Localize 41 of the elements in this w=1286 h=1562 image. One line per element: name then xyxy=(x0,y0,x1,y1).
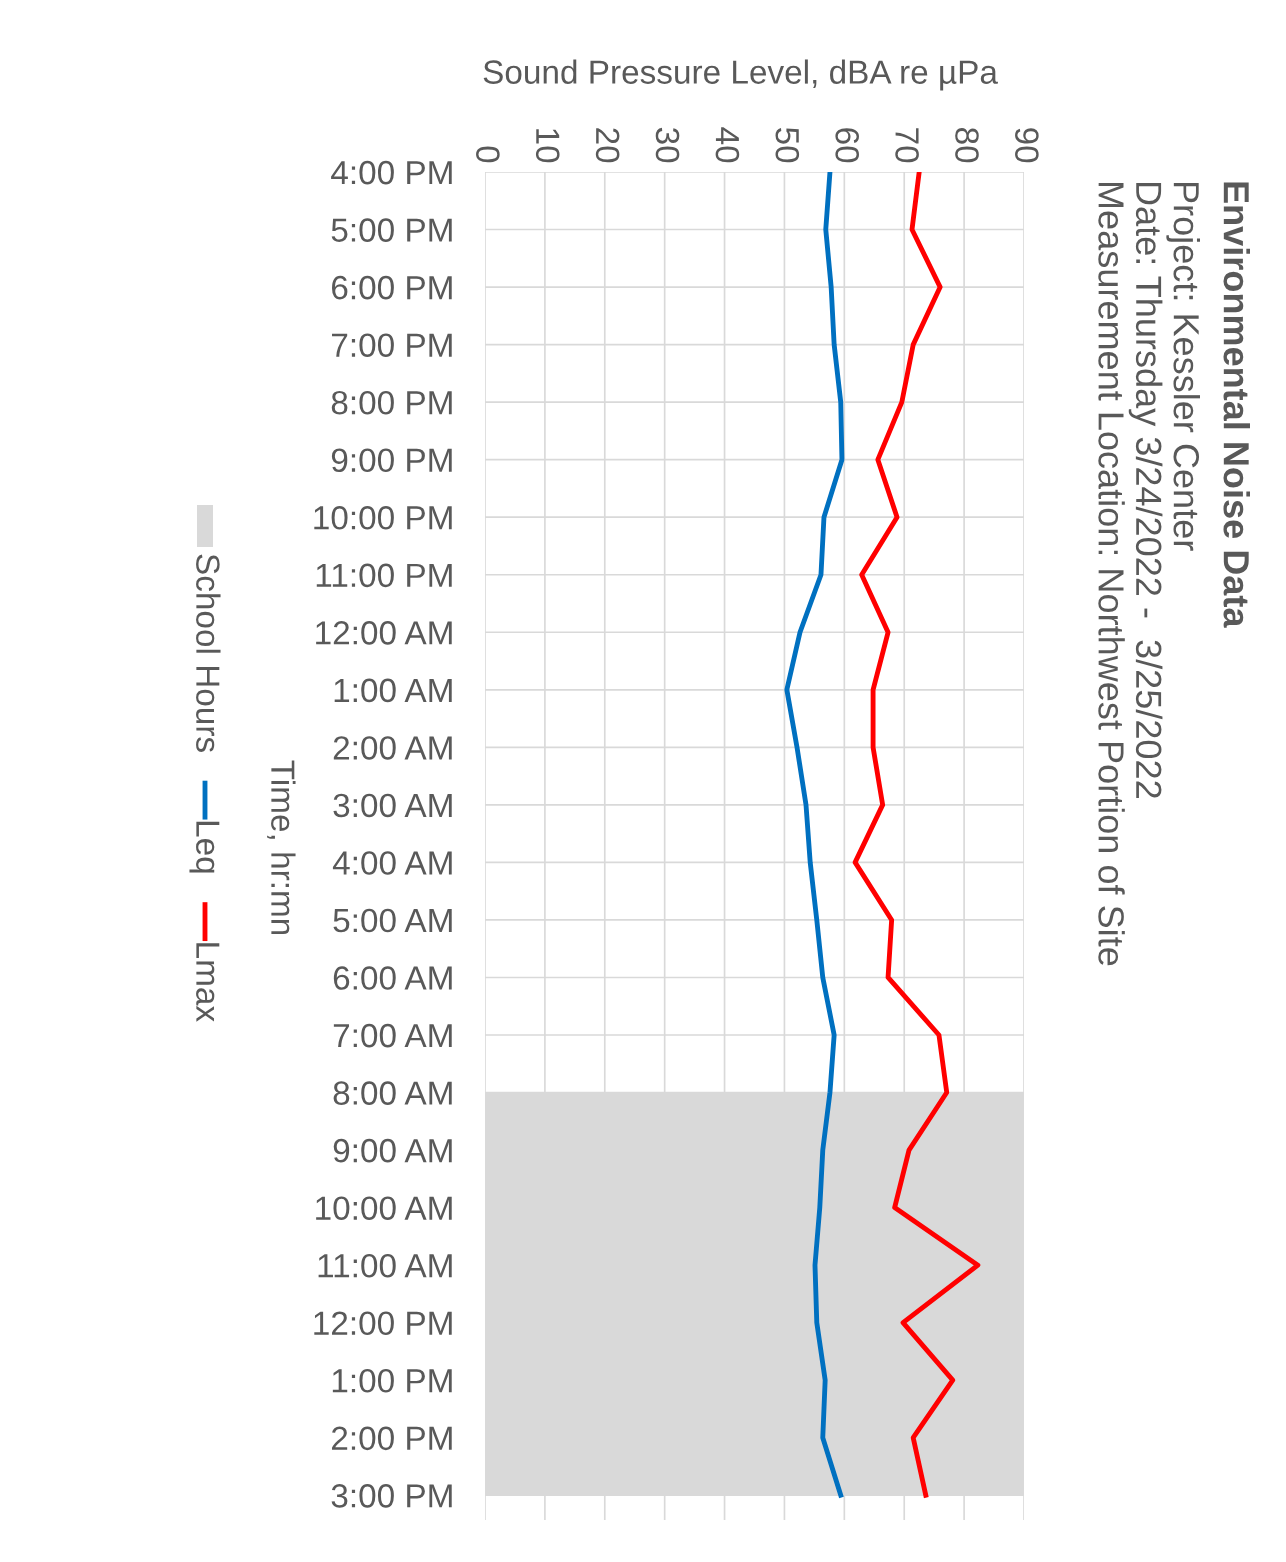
x-tick-label: 10 xyxy=(535,129,560,163)
x-tick-label: 90 xyxy=(1015,128,1039,163)
y-tick-label: 11:00 PM xyxy=(316,563,452,588)
text: Project: Kessler Center Date: Thursday 3/24/2022 - 3/25/2022 Measurement Location: Northwest Portion of Site xyxy=(1098,182,1200,966)
x-tick-label: 0 xyxy=(476,146,500,163)
text: Environmental Noise Data xyxy=(1223,182,1250,628)
y-tick-label: 6:00 AM xyxy=(333,966,452,990)
y-tick-label: 2:00 PM xyxy=(331,1426,452,1451)
x-tick-label: 60 xyxy=(835,128,859,163)
x-tick-label: 40 xyxy=(715,127,740,163)
y-axis-title: Time, hr:mn xyxy=(267,760,296,935)
y-tick-label: 12:00 PM xyxy=(314,1311,452,1336)
y-tick-label: 9:00 PM xyxy=(331,448,452,473)
y-tick-label: 2:00 AM xyxy=(333,736,452,760)
x-tick-label: 30 xyxy=(655,127,680,163)
y-tick-label: 1:00 AM xyxy=(334,678,452,703)
y-tick-label: 8:00 AM xyxy=(333,1081,452,1105)
y-tick-label: 5:00 PM xyxy=(331,218,452,242)
y-tick-label: 6:00 PM xyxy=(332,275,452,300)
x-tick-label: 20 xyxy=(595,128,620,163)
legend-label: Lmax xyxy=(196,943,220,1022)
x-tick-label: 70 xyxy=(895,128,919,163)
y-tick-label: 10:00 PM xyxy=(314,506,452,530)
x-tick-label: 80 xyxy=(955,128,979,163)
y-tick-label: 5:00 AM xyxy=(333,908,452,933)
y-tick-label: 3:00 AM xyxy=(333,793,452,818)
x-tick-label: 50 xyxy=(775,127,800,163)
y-tick-label: 4:00 PM xyxy=(331,160,452,185)
y-tick-label: 1:00 PM xyxy=(332,1369,452,1393)
y-tick-label: 4:00 AM xyxy=(332,851,452,875)
x-axis-title: Sound Pressure Level, dBA re µPa xyxy=(483,59,998,91)
y-tick-label: 9:00 AM xyxy=(333,1138,452,1163)
y-tick-label: 8:00 PM xyxy=(331,390,452,415)
legend-label: Leq xyxy=(189,821,220,873)
y-tick-label: 7:00 AM xyxy=(333,1023,452,1048)
y-tick-label: 7:00 PM xyxy=(332,333,452,358)
legend-label: School Hours xyxy=(196,554,221,752)
y-tick-label: 3:00 PM xyxy=(331,1484,452,1508)
y-tick-label: 12:00 AM xyxy=(316,621,452,645)
y-tick-label: 11:00 AM xyxy=(318,1253,452,1278)
y-tick-label: 10:00 AM xyxy=(316,1196,452,1220)
